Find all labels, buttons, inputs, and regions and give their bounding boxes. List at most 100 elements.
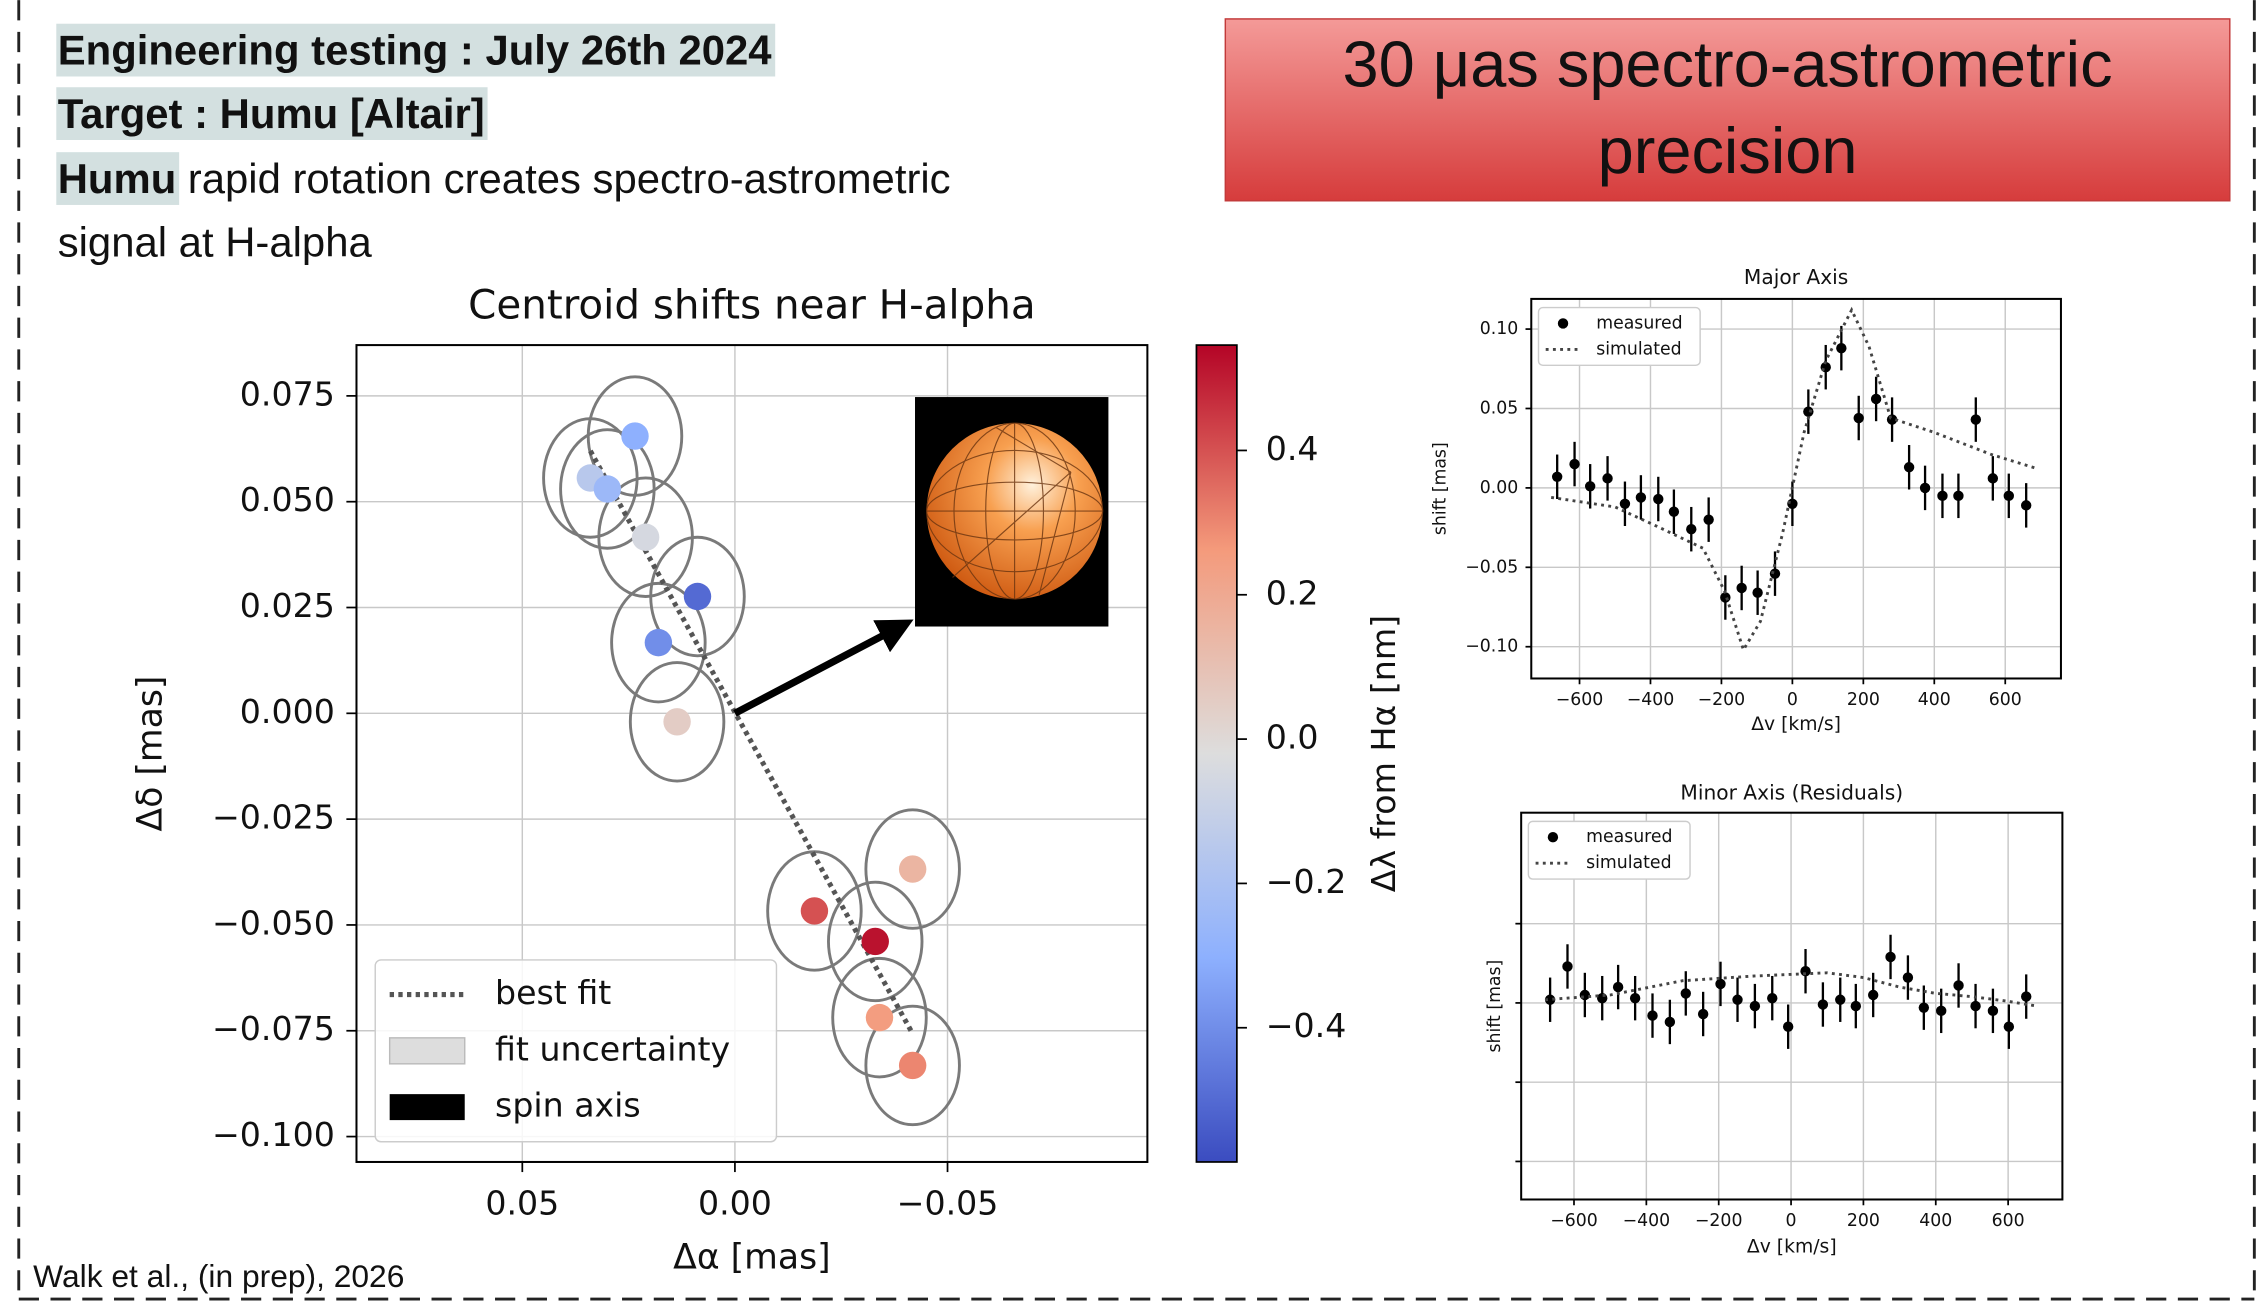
data-point	[1783, 1022, 1793, 1032]
legend-swatch	[390, 1094, 465, 1120]
description-bold: Humu	[58, 155, 177, 202]
legend-swatch	[1548, 832, 1558, 842]
citation: Walk et al., (in prep), 2026	[33, 1258, 404, 1294]
data-point	[801, 897, 828, 924]
data-point	[1835, 995, 1845, 1005]
data-point	[1636, 492, 1646, 502]
data-point	[1562, 961, 1572, 971]
x-tick-label: 400	[1919, 1211, 1952, 1231]
data-point	[1732, 995, 1742, 1005]
y-tick-label: 0.000	[240, 692, 335, 731]
data-point	[1953, 491, 1963, 501]
data-point	[2021, 500, 2031, 510]
data-point	[1665, 1017, 1675, 1027]
data-point	[1597, 993, 1607, 1003]
y-tick-label: −0.100	[212, 1115, 335, 1154]
y-tick-label: −0.050	[212, 903, 335, 942]
data-point	[1569, 459, 1579, 469]
data-point	[1904, 462, 1914, 472]
header-text: Engineering testing : July 26th 2024 Tar…	[33, 19, 2230, 1294]
data-point	[1752, 588, 1762, 598]
x-axis-label: Δα [mas]	[673, 1238, 831, 1278]
x-tick-label: 200	[1847, 1211, 1880, 1231]
data-point	[1613, 982, 1623, 992]
inset-image	[915, 397, 1108, 626]
data-point	[1971, 414, 1981, 424]
data-point	[1970, 1001, 1980, 1011]
x-tick-label: −600	[1550, 1211, 1598, 1231]
data-point	[1630, 993, 1640, 1003]
legend-label: spin axis	[495, 1086, 641, 1125]
data-point	[2004, 1022, 2014, 1032]
data-point	[1988, 473, 1998, 483]
callout-line: precision	[1598, 114, 1858, 187]
data-point	[1903, 972, 1913, 982]
data-point	[621, 422, 648, 449]
colorbar-tick-label: 0.2	[1266, 573, 1319, 612]
data-point	[1698, 1009, 1708, 1019]
x-tick-label: −400	[1627, 690, 1675, 710]
data-point	[1602, 473, 1612, 483]
x-tick-label: 200	[1847, 690, 1880, 710]
colorbar-tick-label: 0.4	[1266, 429, 1319, 468]
spin-axis-arrow	[735, 633, 888, 713]
x-tick-label: 600	[1992, 1211, 2025, 1231]
colorbar	[1196, 345, 1236, 1162]
legend-swatch	[390, 1038, 465, 1064]
legend-swatch	[1558, 318, 1568, 328]
data-point	[1803, 406, 1813, 416]
description: rapid rotation creates spectro-astrometr…	[188, 155, 951, 202]
colorbar-label: Δλ from Hα [nm]	[1364, 615, 1403, 892]
data-point	[1953, 980, 1963, 990]
y-tick-label: 0.10	[1480, 319, 1519, 339]
data-point	[1818, 999, 1828, 1009]
y-tick-label: −0.05	[1465, 557, 1518, 577]
x-tick-label: 0	[1787, 690, 1798, 710]
heading: Engineering testing : July 26th 2024	[58, 27, 773, 74]
data-point	[1919, 1002, 1929, 1012]
description-line2: signal at H-alpha	[58, 219, 373, 266]
y-tick-label: 0.05	[1480, 398, 1519, 418]
legend-label: measured	[1596, 313, 1682, 333]
data-point	[1552, 472, 1562, 482]
data-point	[1720, 592, 1730, 602]
data-point	[1787, 499, 1797, 509]
x-tick-label: −200	[1695, 1211, 1743, 1231]
data-point	[1937, 491, 1947, 501]
data-point	[1647, 1010, 1657, 1020]
data-point	[1988, 1006, 1998, 1016]
data-point	[1681, 988, 1691, 998]
data-point	[899, 855, 926, 882]
x-axis-label: Δv [km/s]	[1751, 714, 1841, 735]
data-point	[1851, 1001, 1861, 1011]
x-tick-label: 0	[1786, 1211, 1797, 1231]
data-point	[1585, 481, 1595, 491]
x-tick-label: −0.05	[897, 1184, 999, 1223]
data-point	[632, 524, 659, 551]
y-tick-label: 0.075	[240, 374, 335, 413]
colorbar-tick-label: −0.4	[1266, 1006, 1347, 1045]
x-axis-label: Δv [km/s]	[1747, 1237, 1837, 1258]
y-axis-label: Δδ [mas]	[131, 676, 171, 832]
data-point	[1868, 990, 1878, 1000]
x-tick-label: 0.00	[698, 1184, 772, 1223]
x-tick-label: 600	[1989, 690, 2022, 710]
data-point	[1920, 483, 1930, 493]
data-point	[1885, 952, 1895, 962]
chart-title: Minor Axis (Residuals)	[1680, 780, 1903, 804]
data-point	[1767, 993, 1777, 1003]
y-tick-label: 0.025	[240, 586, 335, 625]
data-point	[1669, 507, 1679, 517]
chart-title: Major Axis	[1744, 265, 1848, 289]
data-point	[899, 1052, 926, 1079]
data-point	[1736, 583, 1746, 593]
legend-label: simulated	[1586, 853, 1671, 873]
y-tick-label: 0.050	[240, 480, 335, 519]
data-point	[663, 708, 690, 735]
legend-label: best fit	[495, 973, 611, 1012]
data-point	[862, 928, 889, 955]
data-point	[1686, 524, 1696, 534]
y-axis-label: shift [mas]	[1485, 960, 1505, 1053]
chart-title: Centroid shifts near H-alpha	[468, 281, 1035, 329]
data-point	[1854, 413, 1864, 423]
